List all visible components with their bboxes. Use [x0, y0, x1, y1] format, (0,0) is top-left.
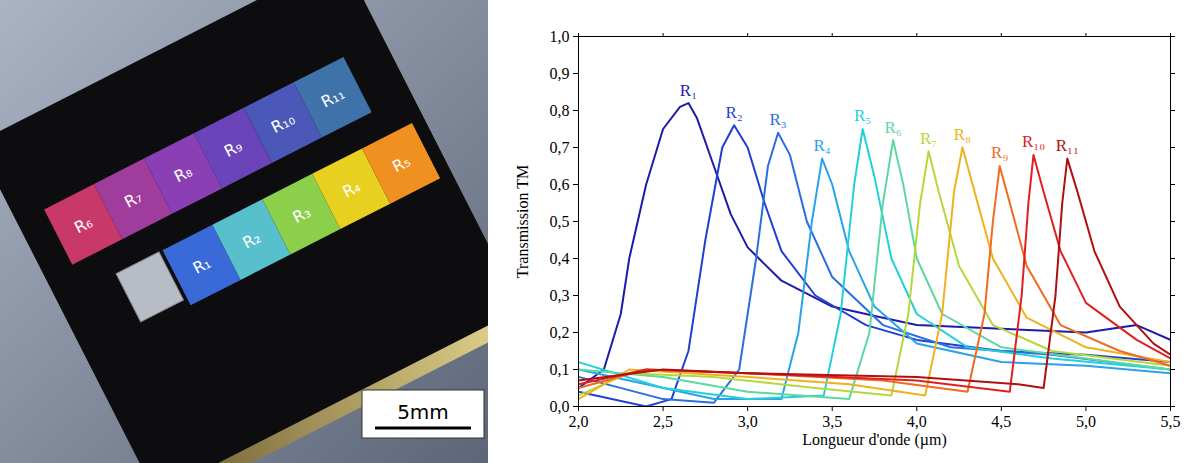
- svg-text:4,5: 4,5: [991, 413, 1011, 430]
- svg-text:0,8: 0,8: [550, 102, 570, 119]
- svg-text:0,5: 0,5: [550, 213, 570, 230]
- svg-text:R₁: R₁: [190, 253, 214, 278]
- svg-text:R₇: R₇: [920, 129, 937, 148]
- svg-text:5,5: 5,5: [1161, 413, 1181, 430]
- svg-text:R₈: R₈: [954, 125, 971, 144]
- svg-text:0,6: 0,6: [550, 176, 570, 193]
- svg-text:5mm: 5mm: [397, 400, 449, 424]
- svg-text:4,0: 4,0: [907, 413, 927, 430]
- svg-text:R₃: R₃: [289, 202, 313, 227]
- svg-text:5,0: 5,0: [1076, 413, 1096, 430]
- svg-text:Transmission TM: Transmission TM: [514, 165, 531, 278]
- svg-text:R₉: R₉: [991, 143, 1008, 162]
- svg-text:R₄: R₄: [813, 136, 830, 155]
- svg-text:R₁₁: R₁₁: [1056, 136, 1079, 155]
- svg-text:R₆: R₆: [71, 212, 95, 237]
- svg-text:0,3: 0,3: [550, 287, 570, 304]
- svg-text:R₄: R₄: [339, 177, 363, 202]
- svg-text:R₈: R₈: [171, 162, 195, 187]
- svg-text:R₁₁: R₁₁: [318, 84, 348, 112]
- svg-text:2,0: 2,0: [569, 413, 589, 430]
- svg-text:2,5: 2,5: [653, 413, 673, 430]
- svg-text:0,1: 0,1: [550, 361, 570, 378]
- svg-text:R₁₀: R₁₀: [1022, 132, 1045, 151]
- svg-text:0,0: 0,0: [550, 398, 570, 415]
- svg-text:3,0: 3,0: [738, 413, 758, 430]
- svg-text:0,7: 0,7: [550, 139, 570, 156]
- svg-text:R₁: R₁: [680, 81, 697, 100]
- svg-text:0,4: 0,4: [550, 250, 570, 267]
- svg-text:R₃: R₃: [769, 110, 786, 129]
- svg-text:R₇: R₇: [121, 187, 145, 212]
- svg-text:0,9: 0,9: [550, 65, 570, 82]
- svg-text:0,2: 0,2: [550, 324, 570, 341]
- svg-text:R₂: R₂: [725, 103, 742, 122]
- svg-text:1,0: 1,0: [550, 28, 570, 45]
- svg-text:R₆: R₆: [884, 118, 901, 137]
- svg-text:Longueur d'onde (µm): Longueur d'onde (µm): [802, 431, 947, 449]
- svg-text:3,5: 3,5: [822, 413, 842, 430]
- svg-text:R₉: R₉: [221, 136, 245, 161]
- svg-text:R₅: R₅: [389, 151, 413, 176]
- svg-text:R₂: R₂: [240, 228, 264, 253]
- svg-text:R₁₀: R₁₀: [268, 109, 298, 137]
- svg-text:R₅: R₅: [854, 106, 871, 125]
